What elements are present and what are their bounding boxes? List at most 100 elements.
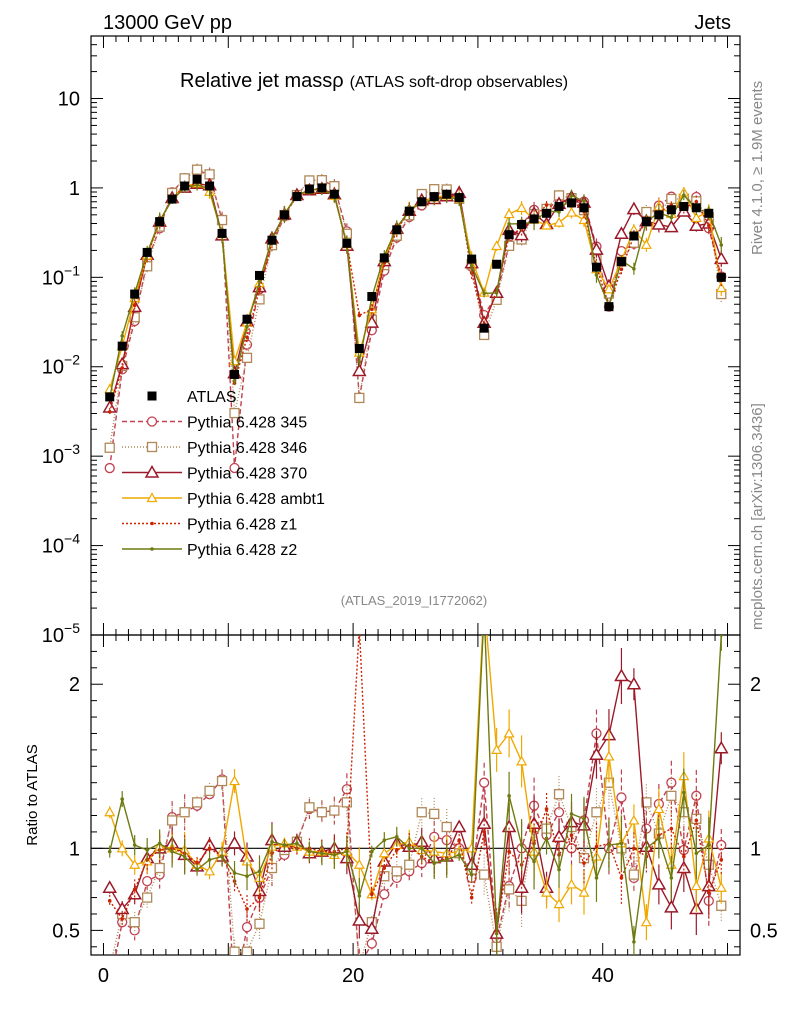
- data-point: [379, 889, 390, 900]
- data-point: [457, 838, 461, 842]
- atlas-data-point: [716, 272, 726, 282]
- legend-marker: [146, 492, 158, 503]
- data-point: [657, 836, 661, 841]
- data-point: [407, 846, 412, 851]
- data-point: [444, 858, 449, 862]
- atlas-data-point: [579, 203, 589, 213]
- data-point: [565, 206, 578, 217]
- data-point: [394, 835, 399, 839]
- data-point: [441, 821, 452, 833]
- atlas-data-point: [467, 254, 477, 264]
- data-point: [507, 794, 511, 798]
- y-tick-base: 10: [42, 357, 64, 379]
- data-point: [357, 313, 362, 318]
- atlas-data-point: [504, 230, 514, 240]
- data-point: [469, 872, 474, 877]
- atlas-data-point: [704, 208, 714, 218]
- data-point: [182, 854, 187, 859]
- data-point: [676, 860, 692, 874]
- atlas-data-point: [205, 181, 215, 191]
- atlas-data-point: [641, 217, 651, 227]
- legend-label: Pythia 6.428 ambt1: [187, 491, 325, 508]
- data-point: [230, 993, 239, 1002]
- atlas-data-point: [230, 369, 240, 379]
- y-tick-exponent: −1: [64, 262, 80, 278]
- plot-title: Relative jet massρ (ATLAS soft-drop obser…: [180, 70, 568, 92]
- data-point: [142, 876, 153, 887]
- data-point: [706, 843, 711, 847]
- data-point: [416, 807, 427, 818]
- data-point: [245, 335, 249, 339]
- data-point: [557, 867, 561, 872]
- y-tick-label: 10−2: [42, 352, 80, 379]
- data-point: [358, 625, 362, 629]
- data-point: [353, 859, 365, 869]
- data-point: [469, 264, 474, 268]
- data-point: [132, 843, 137, 847]
- series-line: [109, 183, 722, 408]
- data-point: [257, 895, 262, 900]
- data-point: [352, 363, 367, 377]
- side-label-rivet: Rivet 4.1.0, ≥ 1.9M events: [749, 81, 766, 255]
- series-line: [109, 183, 722, 398]
- data-point: [116, 842, 128, 853]
- data-point: [191, 797, 203, 808]
- data-point: [614, 668, 629, 682]
- data-point: [170, 849, 174, 854]
- data-point: [104, 462, 115, 474]
- data-point: [666, 193, 677, 205]
- data-point: [207, 858, 212, 862]
- ratio-tick-label: 1: [69, 838, 80, 860]
- atlas-data-point: [329, 189, 339, 199]
- data-point: [466, 842, 478, 853]
- data-point: [195, 182, 199, 187]
- data-point: [191, 164, 203, 175]
- data-point: [227, 835, 242, 849]
- atlas-data-point: [404, 206, 414, 216]
- atlas-data-point: [554, 201, 564, 211]
- atlas-data-point: [429, 192, 439, 202]
- data-point: [544, 836, 549, 841]
- atlas-data-point: [479, 323, 489, 333]
- y-tick-label: 10−5: [42, 620, 80, 647]
- atlas-data-point: [167, 194, 177, 204]
- y-tick-label: 10−4: [42, 531, 80, 558]
- atlas-data-point: [417, 197, 427, 207]
- atlas-data-point: [242, 314, 252, 324]
- data-point: [216, 775, 228, 787]
- data-point: [129, 917, 140, 928]
- energy-label: 13000 GeV pp: [103, 12, 232, 34]
- atlas-data-point: [342, 238, 352, 248]
- atlas-data-point: [679, 201, 689, 211]
- analysis-id: (ATLAS_2019_I1772062): [341, 593, 487, 608]
- ratio-y-label: Ratio to ATLAS: [24, 744, 41, 845]
- atlas-data-point: [517, 219, 527, 229]
- data-point: [653, 803, 665, 814]
- data-point: [129, 859, 141, 869]
- data-point: [241, 352, 253, 363]
- data-point: [666, 777, 677, 788]
- atlas-data-point: [691, 203, 701, 213]
- data-point: [107, 410, 112, 414]
- data-point: [432, 861, 437, 865]
- y-tick-exponent: −5: [64, 620, 80, 636]
- data-point: [501, 819, 517, 833]
- atlas-data-point: [180, 181, 190, 191]
- main-series-group: [102, 163, 729, 474]
- atlas-data-point: [604, 302, 614, 312]
- data-point: [370, 849, 374, 854]
- data-point: [578, 886, 590, 897]
- data-point: [589, 747, 604, 761]
- ratio-tick-label: 2: [69, 674, 80, 696]
- data-point: [104, 442, 115, 453]
- atlas-data-point: [317, 183, 327, 193]
- data-point: [307, 849, 312, 854]
- data-point: [354, 392, 365, 404]
- y-tick-base: 10: [42, 625, 64, 647]
- data-point: [451, 819, 467, 833]
- data-point: [204, 865, 216, 876]
- data-point: [651, 216, 667, 230]
- data-point: [569, 833, 574, 838]
- side-label-mcplots: mcplots.cern.ch [arXiv:1306.3436]: [749, 403, 766, 630]
